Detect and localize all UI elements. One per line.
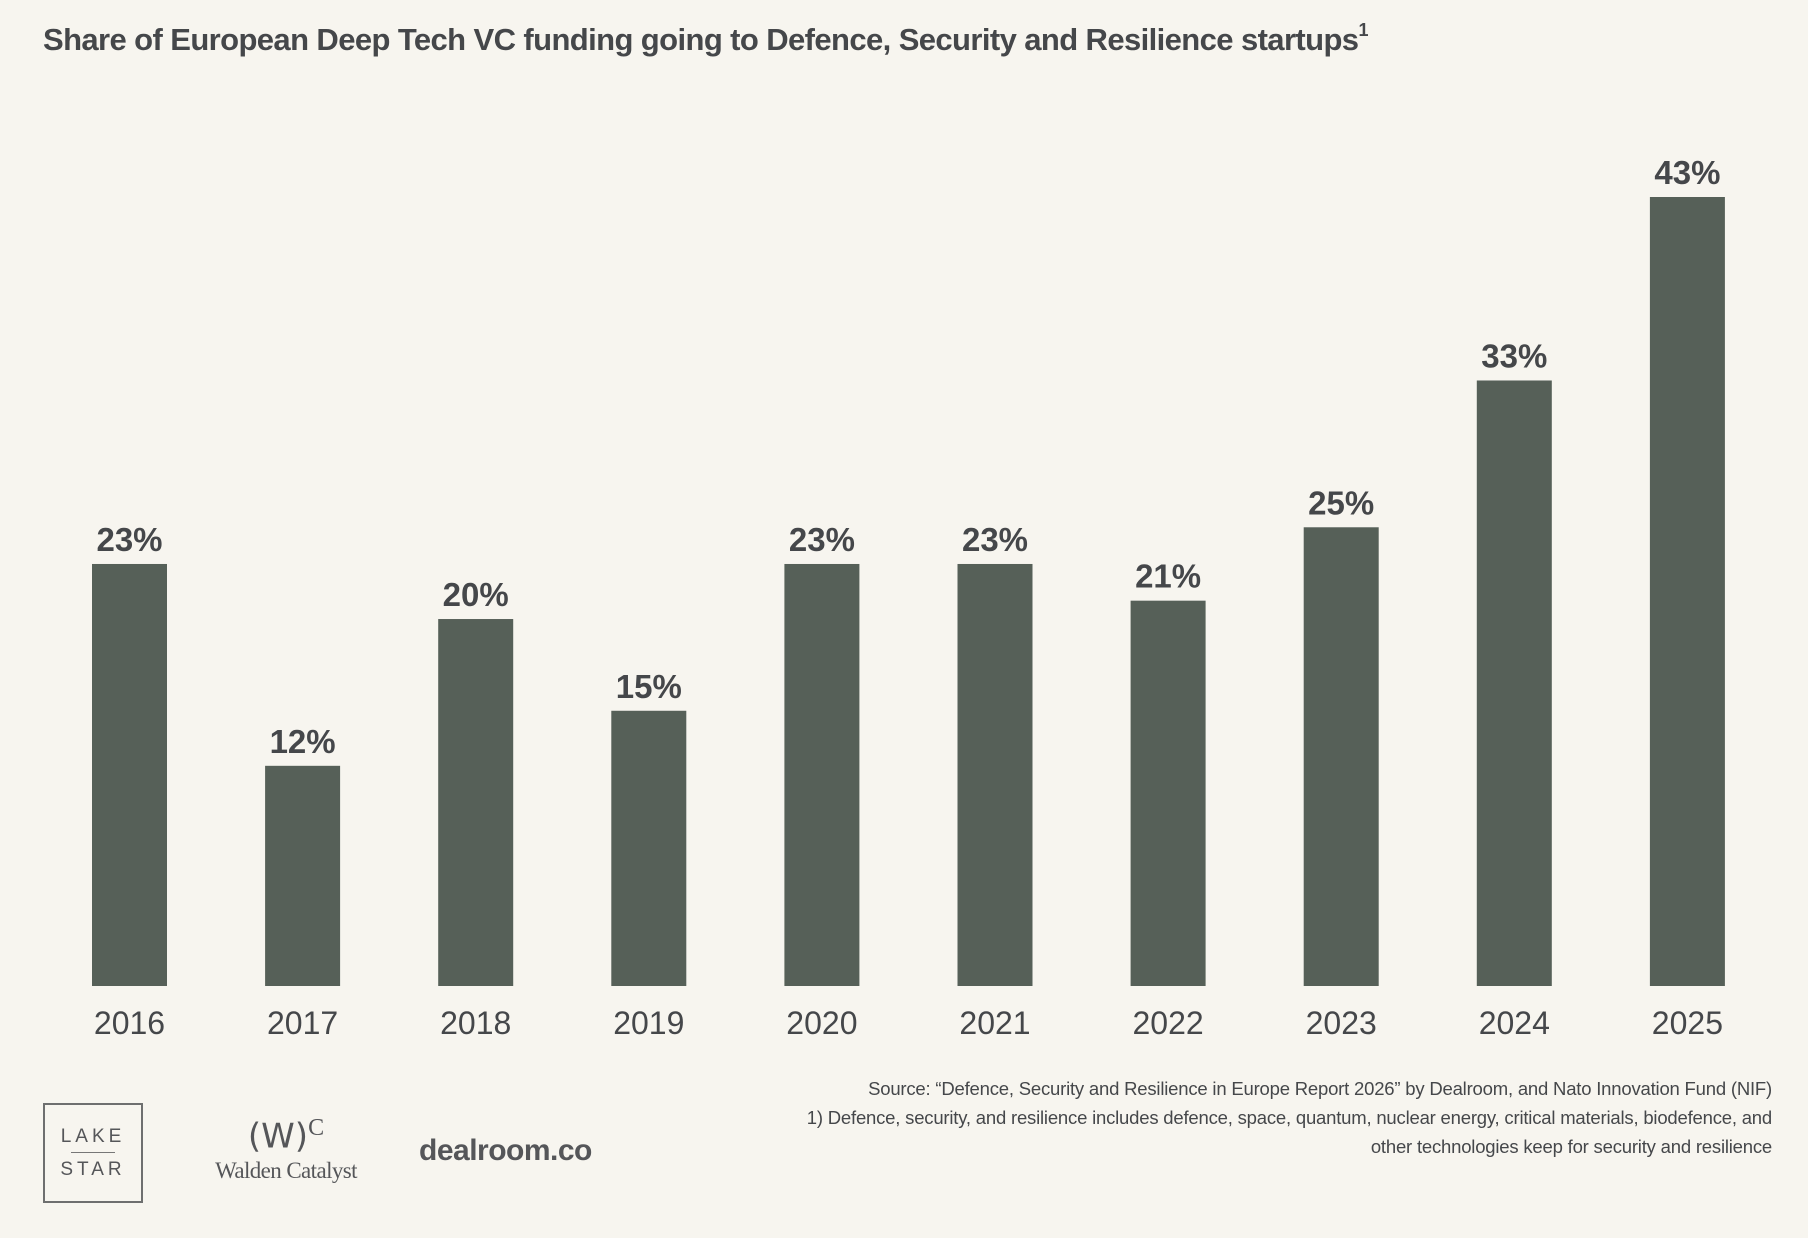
data-label: 20% (443, 576, 509, 613)
logo-mark-sup: C (308, 1115, 325, 1141)
chart-title-text: Share of European Deep Tech VC funding g… (43, 22, 1359, 57)
data-label: 15% (616, 668, 682, 705)
data-label: 25% (1308, 484, 1374, 521)
data-label: 33% (1481, 337, 1547, 374)
x-tick-label: 2025 (1652, 1005, 1723, 1041)
x-tick-label: 2024 (1479, 1005, 1550, 1041)
logo-mark: (W)C (196, 1108, 376, 1156)
chart-title: Share of European Deep Tech VC funding g… (43, 20, 1369, 58)
x-tick-label: 2016 (94, 1005, 165, 1041)
source-line: Source: “Defence, Security and Resilienc… (868, 1078, 1772, 1099)
footnote-line: 1) Defence, security, and resilience inc… (806, 1107, 1772, 1128)
logo-text: Walden Catalyst (215, 1158, 357, 1184)
logo-mark-text: (W) (247, 1116, 309, 1157)
x-tick-label: 2018 (440, 1005, 511, 1041)
logo-divider (71, 1151, 115, 1153)
dealroom-logo: dealroom.co (419, 1134, 592, 1167)
x-tick-label: 2020 (786, 1005, 857, 1041)
bar-2016 (92, 563, 167, 986)
bar-2025 (1649, 197, 1725, 986)
bar-2017 (265, 765, 341, 986)
footnote-line: other technologies keep for security and… (1370, 1136, 1772, 1157)
lakestar-logo: LAKE STAR (43, 1103, 143, 1203)
data-label: 23% (789, 521, 855, 558)
logo-text: STAR (60, 1158, 126, 1180)
data-label: 23% (962, 521, 1028, 558)
x-tick-label: 2023 (1306, 1005, 1377, 1041)
data-label: 43% (1654, 154, 1720, 191)
bar-2021 (957, 563, 1033, 986)
data-label: 12% (270, 723, 336, 760)
x-tick-label: 2022 (1133, 1005, 1204, 1041)
data-label: 21% (1135, 558, 1201, 595)
bar-2024 (1476, 380, 1552, 986)
bar-chart: 23% 2016 12% 2017 20% 2018 15% 2019 23% 2020 23% 20… (92, 154, 1725, 1041)
data-label: 23% (96, 521, 162, 558)
bar-2022 (1130, 600, 1206, 986)
x-tick-label: 2017 (267, 1005, 338, 1041)
walden-catalyst-logo: (W)C Walden Catalyst (196, 1108, 376, 1184)
bar-2018 (438, 619, 514, 986)
x-tick-label: 2021 (959, 1005, 1030, 1041)
bar-2019 (611, 710, 687, 986)
bar-2023 (1303, 527, 1379, 986)
footnote-marker: 1 (1358, 20, 1368, 40)
logo-text: LAKE (60, 1125, 126, 1147)
source-notes: Source: “Defence, Security and Resilienc… (807, 1074, 1772, 1161)
bar-2020 (784, 563, 860, 986)
x-tick-label: 2019 (613, 1005, 684, 1041)
